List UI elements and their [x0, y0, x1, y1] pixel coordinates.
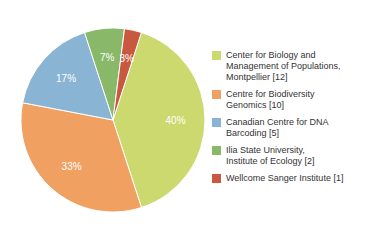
- svg-text:7%: 7%: [100, 52, 115, 63]
- svg-text:33%: 33%: [62, 161, 82, 172]
- html-text:Ilia State University, Institu: Ilia State University, Institute of Ecol…: [226, 145, 315, 166]
- html-text:Centre for Biodiversity Genomi: Centre for Biodiversity Genomics [10]: [226, 89, 315, 110]
- html-text:Wellcome Sanger Institute [1]: Wellcome Sanger Institute [1]: [226, 173, 344, 183]
- svg-text:17%: 17%: [56, 73, 76, 84]
- html-text:Canadian Centre for DNA Barcod: Canadian Centre for DNA Barcoding [5]: [226, 117, 329, 138]
- svg-text:3%: 3%: [119, 53, 134, 64]
- html-text:Center for Biology and Managem: Center for Biology and Management of Pop…: [226, 50, 341, 82]
- svg-text:40%: 40%: [166, 115, 186, 126]
